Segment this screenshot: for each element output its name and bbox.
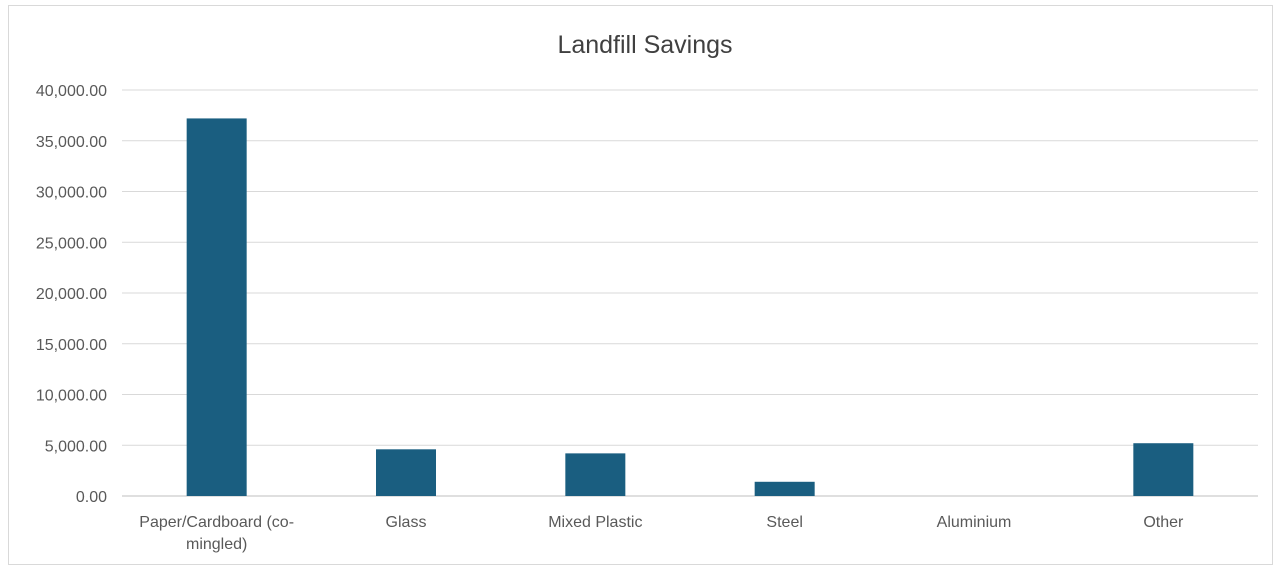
x-tick-label: Glass [386,514,427,531]
y-tick-label: 35,000.00 [36,134,107,151]
bar [1133,443,1194,496]
y-tick-label: 40,000.00 [36,83,107,100]
x-tick-label: Mixed Plastic [548,514,642,531]
chart-title: Landfill Savings [557,31,732,59]
bar [565,453,626,496]
y-axis-labels: 0.00 5,000.00 10,000.00 15,000.00 20,000.00 2… [36,83,107,506]
x-axis-labels: Paper/Cardboard (co-mingled) Glass Mixed P… [139,514,1184,553]
y-tick-label: 20,000.00 [36,286,107,303]
bar [754,481,815,496]
y-tick-label: 15,000.00 [36,337,107,354]
y-tick-label: 5,000.00 [45,438,107,455]
gridlines [122,89,1258,497]
x-tick-label: Aluminium [937,514,1012,531]
y-tick-label: 10,000.00 [36,388,107,405]
y-tick-label: 25,000.00 [36,235,107,252]
x-tick-label: Paper/Cardboard (co-mingled) [139,514,294,553]
y-tick-label: 0.00 [76,489,107,506]
x-tick-label: Other [1143,514,1184,531]
bars [186,118,1194,497]
bar [186,118,247,497]
y-tick-label: 30,000.00 [36,185,107,202]
x-tick-label: Steel [766,514,802,531]
bar [376,449,436,496]
